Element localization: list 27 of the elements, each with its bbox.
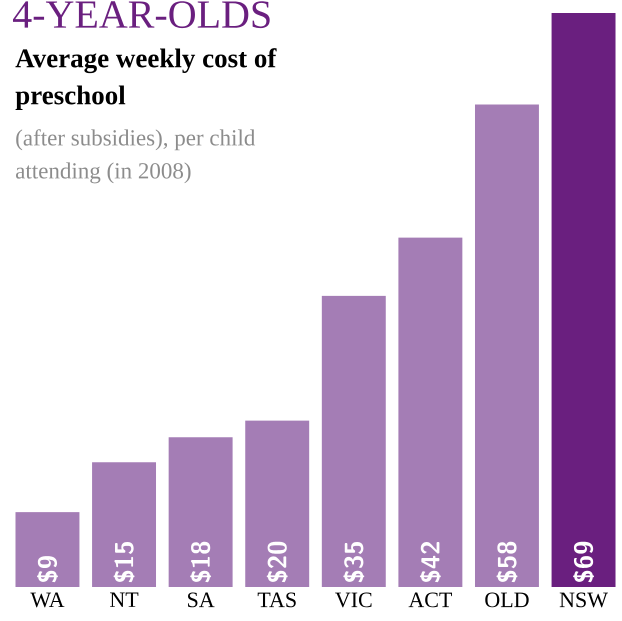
x-tick-label: NT [110,592,138,607]
data-label: $18 [190,542,212,582]
x-tick-label: NSW [560,592,608,608]
bar [168,437,233,587]
data-label: $20 [266,542,288,582]
bar [474,104,539,587]
bar [322,296,386,587]
x-tick-label: SA [188,592,215,608]
annotation: (after subsidies), per child attending (in 2008) [16,129,256,184]
x-tick-label: ACT [408,592,452,608]
data-label: $58 [496,542,518,582]
data-label: $9 [36,556,58,582]
x-tick-label: OLD [485,592,529,608]
data-label: $15 [114,542,135,582]
bar [92,462,156,587]
data-label: $42 [420,542,441,582]
x-tick-label: VIC [335,592,372,608]
bar [552,13,616,587]
bar [15,512,80,587]
x-tick-label: TAS [258,592,296,608]
data-label: $35 [343,542,364,582]
bar [398,238,462,587]
bar [245,420,310,587]
x-tick-label: WA [30,592,64,608]
data-label: $69 [573,542,594,582]
text: Average weekly cost of preschool [15,48,277,110]
chart-title: 4-YEAR-OLDS [12,1,270,28]
